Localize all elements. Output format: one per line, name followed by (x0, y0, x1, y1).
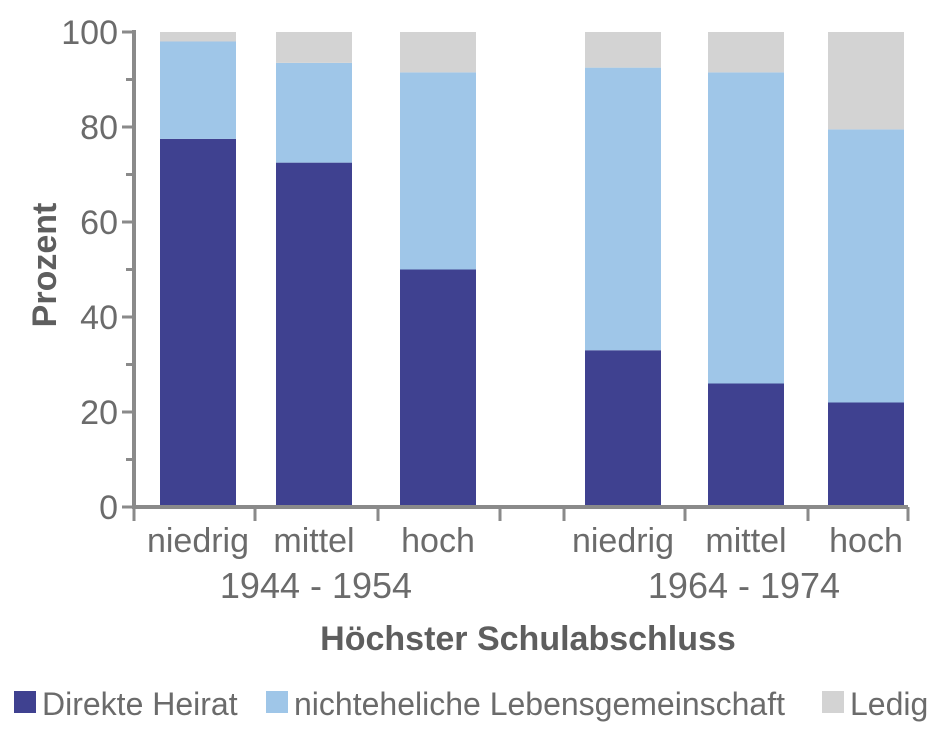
x-group-label: 1964 - 1974 (648, 565, 840, 606)
legend-swatch (822, 691, 844, 713)
x-category-label: niedrig (572, 522, 674, 560)
bar-segment-3-cat-4 (585, 32, 661, 68)
y-tick-label: 40 (80, 299, 118, 337)
bar-segment-3-cat-2 (276, 32, 352, 63)
x-category-label: hoch (829, 522, 903, 560)
y-tick-label: 20 (80, 394, 118, 432)
x-category-label: hoch (401, 522, 475, 560)
bar-segment-1-cat-4 (585, 350, 661, 507)
legend-label: Direkte Heirat (42, 686, 238, 722)
bar-segment-1-cat-6 (828, 402, 904, 507)
bar-segment-1-cat-5 (708, 383, 784, 507)
bar-segment-3-cat-3 (400, 32, 476, 73)
bar-segment-2-cat-2 (276, 62, 352, 163)
bars-layer (160, 32, 904, 507)
y-tick-label: 60 (80, 204, 118, 242)
x-group-label: 1944 - 1954 (220, 565, 412, 606)
bar-segment-3-cat-5 (708, 32, 784, 73)
x-category-label: mittel (273, 522, 354, 560)
y-tick-label: 80 (80, 109, 118, 147)
legend-label: Ledig (850, 686, 928, 722)
legend: Direkte Heirat nichteheliche Lebensgemein… (14, 686, 928, 722)
y-axis-title: Prozent (26, 203, 64, 328)
bar-segment-2-cat-6 (828, 129, 904, 403)
axes-layer (122, 30, 910, 521)
legend-label: nichteheliche Lebensgemeinschaft (294, 686, 785, 722)
y-tick-label: 100 (61, 14, 118, 52)
bar-segment-1-cat-2 (276, 162, 352, 507)
y-tick-label: 0 (99, 489, 118, 527)
bar-segment-3-cat-6 (828, 32, 904, 130)
x-axis-title: Höchster Schulabschluss (320, 620, 736, 658)
bar-segment-1-cat-1 (160, 138, 236, 507)
bar-segment-1-cat-3 (400, 269, 476, 507)
bar-segment-2-cat-3 (400, 72, 476, 270)
x-category-label: mittel (705, 522, 786, 560)
labels-layer: 0 20 40 60 80 100 niedrig mittel hoch niedrig mitt… (61, 14, 903, 606)
bar-segment-2-cat-5 (708, 72, 784, 384)
legend-swatch (266, 691, 288, 713)
legend-swatch (14, 691, 36, 713)
x-category-label: niedrig (147, 522, 249, 560)
bar-segment-2-cat-1 (160, 41, 236, 139)
bar-segment-2-cat-4 (585, 67, 661, 351)
bar-segment-3-cat-1 (160, 32, 236, 42)
